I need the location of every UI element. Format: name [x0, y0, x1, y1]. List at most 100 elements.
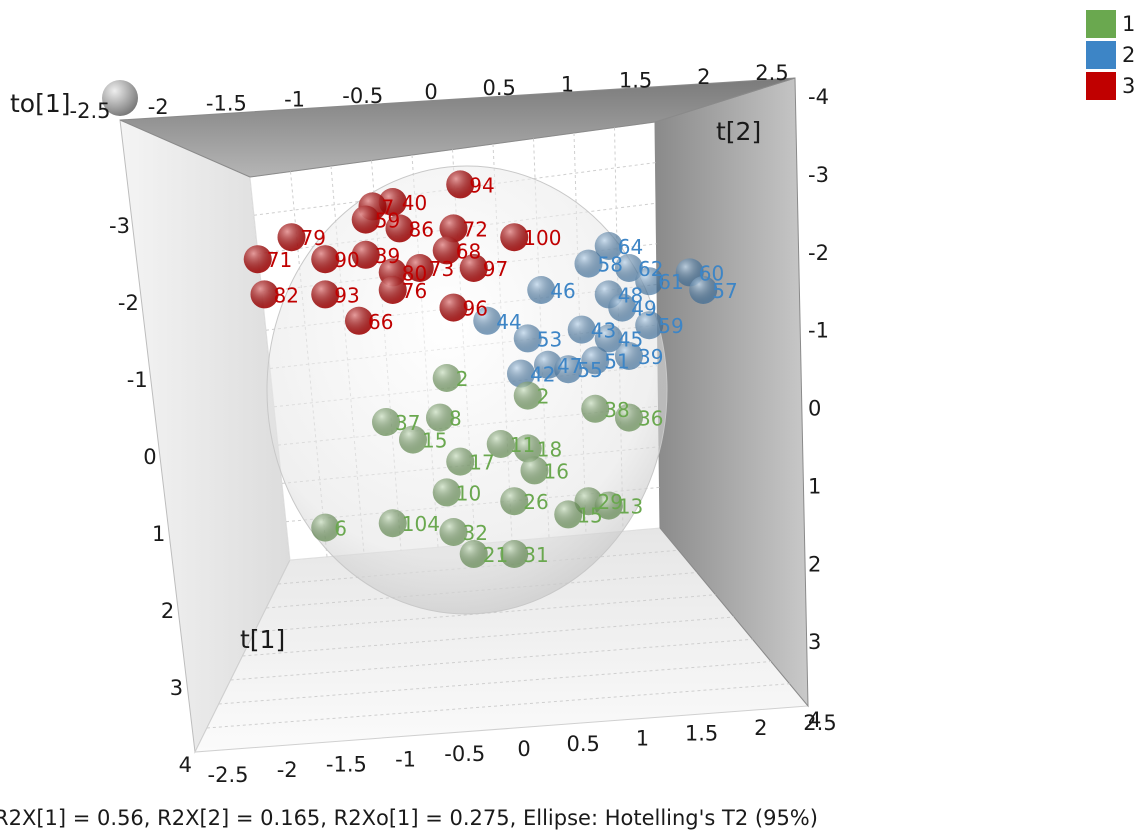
point-label: 53 — [537, 327, 562, 351]
legend-swatch — [1086, 9, 1116, 38]
tick-label: 0 — [143, 445, 156, 469]
data-point-shine — [520, 456, 549, 485]
data-point-shine — [473, 306, 502, 335]
tick-label: 2 — [754, 716, 767, 740]
data-point-shine — [378, 509, 407, 538]
axis-title-to1: to[1] — [10, 89, 71, 118]
point-label: 18 — [537, 437, 562, 461]
tick-label: -2.5 — [70, 99, 111, 123]
data-point-shine — [500, 540, 529, 568]
point-label: 46 — [550, 279, 575, 303]
point-label: 2 — [456, 367, 469, 391]
data-point-shine — [567, 315, 596, 344]
point-label: 90 — [334, 248, 359, 272]
point-label: 66 — [368, 310, 393, 334]
grid-line — [206, 683, 790, 729]
point-label: 68 — [456, 239, 481, 263]
point-label: 45 — [618, 327, 643, 351]
tick-label: 2 — [697, 65, 710, 89]
point-label: 42 — [530, 363, 555, 387]
legend-swatch — [1086, 40, 1116, 69]
tick-label: -1.5 — [326, 753, 367, 777]
axis-knob-icon — [102, 80, 138, 116]
point-label: 43 — [591, 319, 616, 343]
grid-line — [253, 162, 656, 216]
tick-label: -1 — [808, 319, 829, 343]
point-label: 48 — [618, 283, 643, 307]
point-label: 59 — [658, 314, 683, 338]
tick-label: 2.5 — [755, 61, 788, 85]
point-label: 94 — [469, 173, 494, 197]
point-label: 21 — [483, 543, 508, 567]
grid-line — [254, 594, 716, 633]
legend-label: 1 — [1122, 11, 1136, 36]
data-point-shine — [554, 355, 583, 384]
tick-label: -3 — [109, 214, 130, 238]
tick-label: 0 — [424, 80, 437, 104]
tick-label: 1 — [636, 727, 649, 751]
t1-tick-labels: -2.5 -2 -1.5 -1 -0.5 0 0.5 1 1.5 2 2.5 — [208, 711, 837, 787]
point-label: 72 — [463, 217, 488, 241]
data-point-shine — [351, 240, 380, 269]
point-label: 57 — [712, 279, 737, 303]
t2-tick-labels: -4 -3 -2 -1 0 1 2 3 4 — [808, 85, 829, 732]
tick-label: -1 — [127, 368, 148, 392]
legend-swatch — [1086, 71, 1116, 100]
data-point-shine — [399, 425, 427, 454]
tick-label: -2 — [277, 758, 298, 782]
point-label: 100 — [523, 226, 561, 250]
point-label: 39 — [375, 244, 400, 268]
tick-label: 0 — [517, 737, 530, 761]
data-point-shine — [385, 214, 414, 243]
data-point-shine — [250, 280, 279, 309]
point-label: 37 — [395, 411, 420, 435]
tick-label: 1 — [808, 474, 821, 498]
tick-label: -1.5 — [206, 91, 247, 115]
tick-label: -4 — [808, 85, 829, 109]
legend-item: 1 — [1086, 8, 1135, 39]
data-point-shine — [615, 342, 643, 370]
tick-label: 4 — [179, 753, 192, 777]
legend-item: 2 — [1086, 39, 1135, 70]
point-label: 59 — [375, 209, 400, 233]
data-point-shine — [243, 245, 272, 274]
point-label: 86 — [409, 217, 434, 241]
data-point-shine — [574, 249, 603, 278]
data-point-shine — [513, 434, 542, 463]
data-point-shine — [594, 232, 623, 260]
data-point-shine — [446, 170, 475, 199]
chart-caption: R2X[1] = 0.56, R2X[2] = 0.165, R2Xo[1] =… — [0, 806, 818, 830]
point-label: 16 — [544, 459, 569, 483]
score-points — [243, 170, 718, 568]
tick-label: -2.5 — [208, 763, 249, 787]
point-label: 104 — [402, 512, 440, 536]
point-label: 8 — [449, 407, 462, 431]
data-point-shine — [635, 311, 664, 340]
legend: 1 2 3 — [1086, 8, 1135, 101]
axis-title-t2: t[2] — [716, 117, 761, 146]
tick-label: 0.5 — [566, 732, 599, 756]
tick-label: 2 — [161, 599, 174, 623]
tick-label: -2 — [148, 95, 169, 119]
point-label: 36 — [638, 407, 663, 431]
data-point-shine — [594, 324, 623, 353]
point-label: 96 — [463, 297, 488, 321]
tick-label: 1 — [152, 522, 165, 546]
point-label: 93 — [334, 283, 359, 307]
data-point-shine — [615, 254, 643, 282]
point-label: 60 — [699, 261, 724, 285]
data-point-shine — [345, 306, 373, 335]
tick-label: 0.5 — [482, 76, 515, 100]
top-tick-labels: -2.5 -2 -1.5 -1 -0.5 0 0.5 1 1.5 2 2.5 — [70, 61, 789, 123]
point-label: 55 — [577, 358, 602, 382]
tick-label: -2 — [118, 291, 139, 315]
data-point-shine — [486, 430, 515, 458]
tick-label: -1 — [284, 88, 305, 112]
point-label: 26 — [523, 490, 548, 514]
point-label: 7 — [382, 195, 395, 219]
data-point-shine — [554, 500, 583, 529]
data-point-shine — [507, 359, 535, 388]
data-point-shine — [513, 324, 542, 353]
